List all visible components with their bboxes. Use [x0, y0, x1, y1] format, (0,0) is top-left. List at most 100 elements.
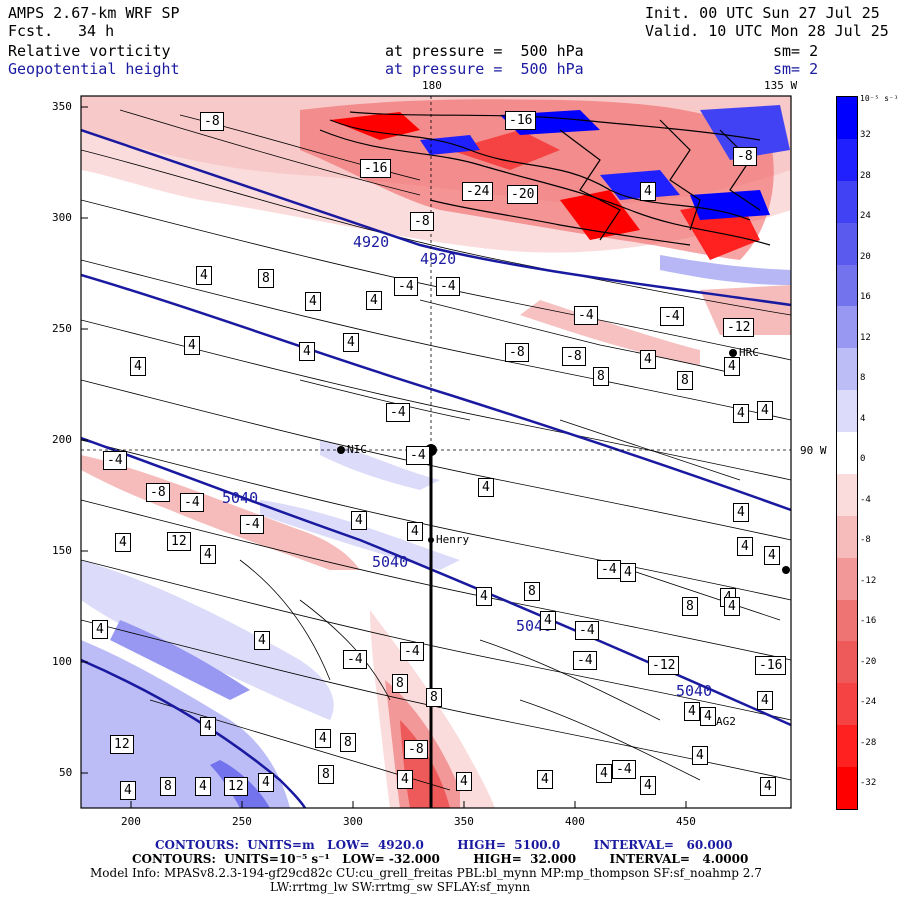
x-tick-250: 250	[232, 815, 252, 828]
valid-time: Valid. 10 UTC Mon 28 Jul 25	[645, 22, 889, 40]
colorbar-segment	[837, 725, 857, 768]
colorbar-tick-label: -32	[860, 778, 877, 788]
vorticity-contour-label: -8	[404, 740, 428, 759]
colorbar-tick-label: 32	[860, 130, 871, 140]
vorticity-contour-label: -16	[505, 111, 537, 130]
colorbar-segment	[837, 641, 857, 684]
vorticity-contour-label: 4	[640, 776, 656, 795]
colorbar-segment	[837, 767, 857, 809]
vorticity-contour-label: 4	[700, 707, 716, 726]
vorticity-contour-label: 4	[640, 350, 656, 369]
vorticity-contour-label: 4	[366, 291, 382, 310]
vorticity-contour-label: -4	[573, 651, 597, 670]
vorticity-contour-label: 4	[299, 342, 315, 361]
vorticity-contour-label: 4	[596, 764, 612, 783]
vorticity-contour-label: -4	[180, 493, 204, 512]
vorticity-contour-label: -8	[733, 147, 757, 166]
vorticity-contour-label: 4	[120, 781, 136, 800]
vorticity-contour-label: 4	[195, 777, 211, 796]
vorticity-contour-label: 12	[167, 532, 191, 551]
colorbar-segment	[837, 432, 857, 474]
station-nic-marker	[337, 446, 345, 454]
colorbar-segment	[837, 348, 857, 391]
vorticity-contour-label: 4	[476, 587, 492, 606]
vorticity-contour-label: -12	[648, 656, 680, 675]
footer-height-contours: CONTOURS: UNITS=m LOW= 4920.0 HIGH= 5100…	[155, 838, 733, 852]
vorticity-contour-label: 4	[724, 597, 740, 616]
vorticity-contour-label: -4	[406, 446, 430, 465]
station-henry-label: Henry	[436, 533, 470, 546]
station-nic-label: NIC	[347, 443, 367, 456]
vorticity-contour-label: -4	[436, 277, 460, 296]
y-tick-350: 350	[52, 100, 72, 113]
vorticity-contour-label: 4	[407, 522, 423, 541]
colorbar-segment	[837, 599, 857, 642]
colorbar-segment	[837, 390, 857, 433]
x-tick-400: 400	[565, 815, 585, 828]
vorticity-contour-label: -8	[562, 347, 586, 366]
vorticity-contour-label: 4	[640, 182, 656, 201]
colorbar-segment	[837, 306, 857, 349]
x-tick-450: 450	[676, 815, 696, 828]
vorticity-contour-label: 8	[392, 674, 408, 693]
vorticity-contour-label: -4	[343, 650, 367, 669]
vorticity-contour-label: 4	[737, 537, 753, 556]
vorticity-contour-label: 4	[184, 336, 200, 355]
vorticity-contour-label: 4	[305, 292, 321, 311]
vorticity-contour-label: -4	[612, 760, 636, 779]
vorticity-contour-label: -4	[574, 306, 598, 325]
vorticity-contour-label: 4	[684, 702, 700, 721]
vorticity-contour-label: 12	[224, 777, 248, 796]
vorticity-contour-label: 4	[254, 631, 270, 650]
height-contour-label: 4920	[353, 233, 390, 251]
vorticity-contour-label: 4	[351, 511, 367, 530]
y-tick-50: 50	[59, 766, 73, 779]
vorticity-contour-label: 8	[258, 269, 274, 288]
vorticity-contour-label: 4	[343, 333, 359, 352]
vorticity-contour-label: -4	[103, 451, 127, 470]
colorbar-segment	[837, 683, 857, 726]
y-tick-150: 150	[52, 544, 72, 557]
vorticity-contour-label: 8	[318, 765, 334, 784]
vorticity-contour-label: 4	[764, 546, 780, 565]
station-ag2-label: AG2	[716, 715, 736, 728]
y-tick-100: 100	[52, 655, 72, 668]
colorbar-tick-label: -28	[860, 737, 877, 748]
vorticity-contour-label: 4	[757, 401, 773, 420]
vorticity-contour-label: 8	[524, 582, 540, 601]
vorticity-contour-label: -4	[240, 515, 264, 534]
vorticity-contour-label: 8	[682, 597, 698, 616]
vorticity-contour-label: -8	[505, 343, 529, 362]
station-hrc-label: HRC	[739, 346, 759, 359]
plot-frame	[80, 95, 792, 809]
vorticity-contour-label: 4	[456, 772, 472, 791]
vorticity-contour-label: 8	[160, 777, 176, 796]
vorticity-contour-label: 4	[200, 717, 216, 736]
forecast-hour: 34 h	[78, 22, 115, 40]
x-tick-200: 200	[121, 815, 141, 828]
field2-level: at pressure = 500 hPa	[385, 60, 584, 78]
vorticity-contour-label: -4	[597, 560, 621, 579]
field1-name: Relative vorticity	[8, 42, 171, 60]
edge-marker	[782, 566, 790, 574]
vorticity-contour-label: 4	[315, 729, 331, 748]
vorticity-contour-label: -4	[394, 277, 418, 296]
colorbar-tick-label: -4	[860, 494, 871, 505]
y-tick-300: 300	[52, 211, 72, 224]
vorticity-contour-label: 4	[760, 777, 776, 796]
vorticity-contour-label: 4	[733, 503, 749, 522]
vorticity-contour-label: -16	[360, 159, 392, 178]
lon-label-135w: 135 W	[764, 79, 798, 92]
vorticity-contour-label: -8	[200, 112, 224, 131]
height-contour-label: 5040	[372, 553, 409, 571]
colorbar-tick-label: -20	[860, 656, 877, 667]
footer-model-info: Model Info: MPASv8.2.3-194-gf29cd82c CU:…	[90, 866, 762, 880]
colorbar-tick-label: -8	[860, 535, 871, 545]
colorbar-tick-label: -24	[860, 697, 877, 707]
vorticity-contour-label: 4	[757, 691, 773, 710]
vorticity-contour-label: 4	[200, 545, 216, 564]
vorticity-contour-label: -24	[462, 182, 494, 201]
colorbar-tick-label: 16	[860, 292, 871, 302]
footer-physics-info: LW:rrtmg_lw SW:rrtmg_sw SFLAY:sf_mynn	[270, 880, 531, 894]
